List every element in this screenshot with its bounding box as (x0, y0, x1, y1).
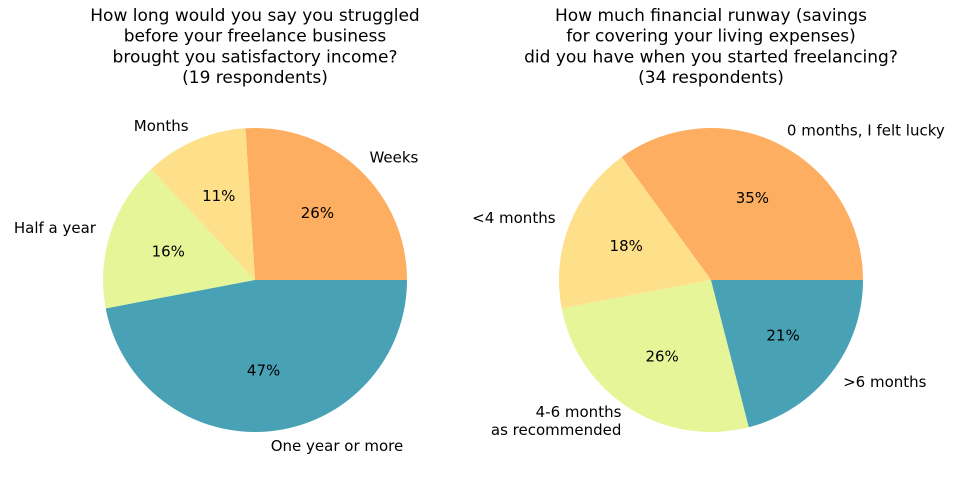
chart-title: did you have when you started freelancin… (524, 47, 898, 67)
value-label: 35% (736, 189, 769, 207)
value-label: 18% (610, 237, 643, 255)
pie-slice (559, 157, 711, 309)
pie-slice (621, 127, 863, 280)
slice-label: Weeks (369, 149, 418, 167)
pie-slice (150, 128, 255, 280)
slice-label: Months (134, 117, 189, 135)
slice-label: <4 months (472, 209, 556, 227)
value-label: 26% (645, 348, 678, 366)
chart-title: (34 respondents) (638, 68, 784, 88)
chart-title: brought you satisfactory income? (113, 47, 398, 67)
slice-label: 0 months, I felt lucky (787, 122, 945, 140)
pie-slice (561, 280, 749, 433)
chart-title: for covering your living expenses) (566, 27, 856, 47)
slice-label: >6 months (843, 373, 927, 391)
pie-slice (245, 128, 407, 280)
slice-label: One year or more (271, 437, 404, 455)
slice-label: 4-6 months as recommended (491, 403, 622, 439)
chart-title: before your freelance business (124, 27, 387, 47)
value-label: 11% (202, 187, 235, 205)
chart-title: How long would you say you struggled (90, 6, 419, 26)
pie-slice (103, 169, 256, 309)
slice-label: Half a year (14, 219, 97, 237)
pie-slice (711, 280, 863, 428)
value-label: 26% (301, 204, 334, 222)
chart-title: How much financial runway (savings (555, 6, 867, 26)
value-label: 21% (766, 326, 799, 344)
chart-title: (19 respondents) (182, 68, 328, 88)
value-label: 16% (152, 242, 185, 260)
value-label: 47% (247, 361, 280, 379)
pie-slice (105, 280, 408, 433)
